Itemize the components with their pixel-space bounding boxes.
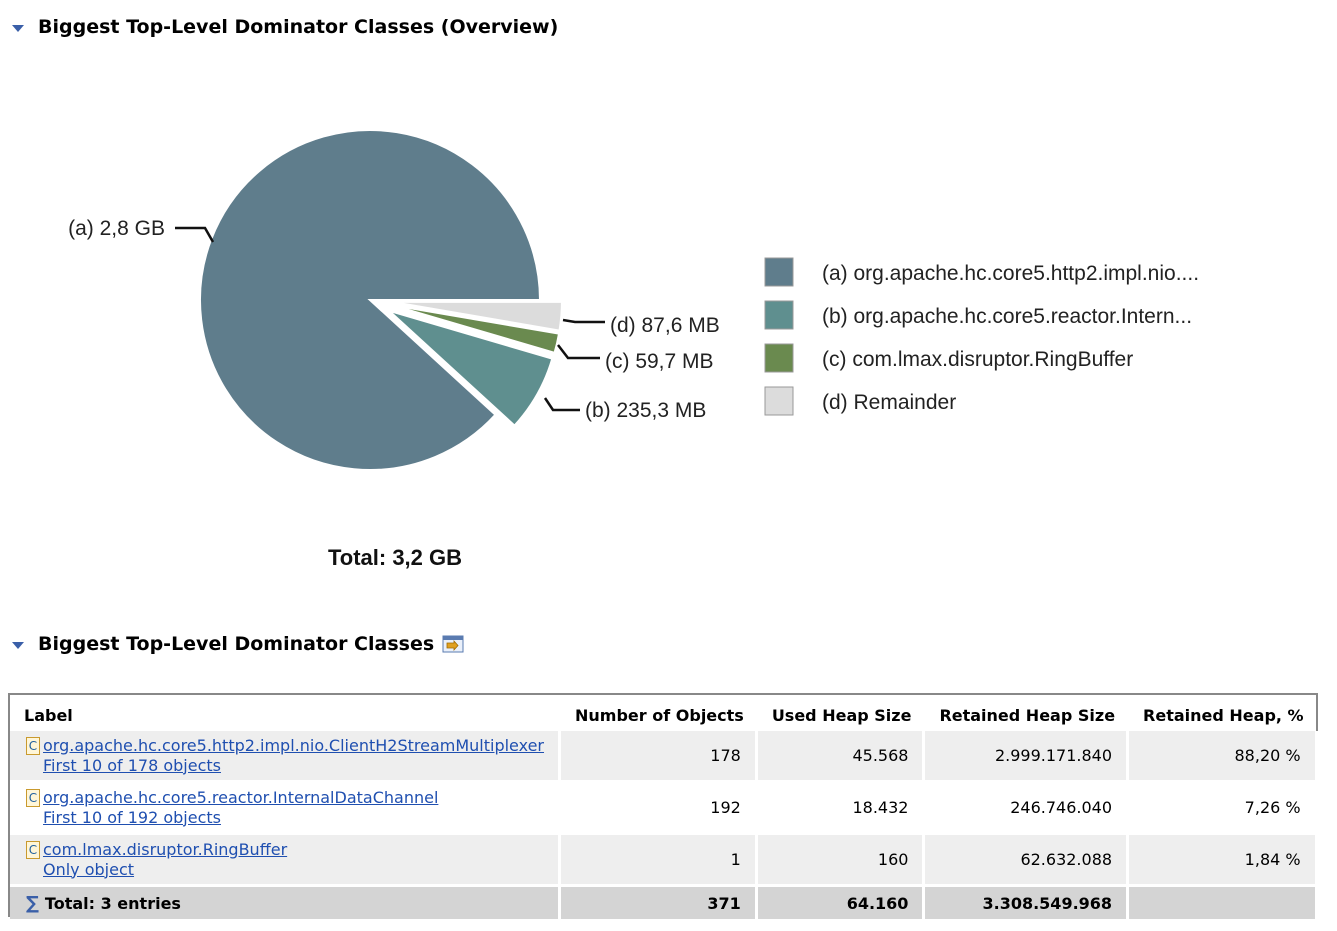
total-percent — [1129, 887, 1318, 922]
overview-section-header[interactable]: Biggest Top-Level Dominator Classes (Ove… — [12, 16, 558, 38]
retained-heap-cell: 246.746.040 — [925, 783, 1130, 835]
retained-percent-cell: 88,20 % — [1129, 731, 1318, 783]
objects-link[interactable]: Only object — [43, 859, 135, 879]
class-link[interactable]: org.apache.hc.core5.reactor.InternalData… — [43, 787, 439, 807]
row-label-cell: C com.lmax.disruptor.RingBuffer Only obj… — [10, 835, 562, 887]
class-link[interactable]: com.lmax.disruptor.RingBuffer — [43, 839, 288, 859]
used-heap-cell: 18.432 — [757, 783, 926, 835]
pie-slice — [199, 129, 542, 471]
sigma-icon: ∑ — [26, 892, 39, 914]
class-icon: C — [26, 788, 40, 807]
pie-value-label: (c) 59,7 MB — [605, 350, 714, 373]
total-retained-heap: 3.308.549.968 — [925, 887, 1130, 922]
legend-swatch — [764, 386, 794, 416]
pie-value-label: (a) 2,8 GB — [68, 217, 165, 240]
collapse-triangle-icon[interactable] — [12, 641, 24, 649]
col-used-heap[interactable]: Used Heap Size — [771, 705, 912, 725]
dominator-table: Label Number of Objects Used Heap Size R… — [8, 693, 1318, 922]
total-used-heap: 64.160 — [757, 887, 926, 922]
pie-slice — [391, 303, 561, 355]
pie-slice — [391, 300, 563, 332]
objects-link[interactable]: First 10 of 192 objects — [43, 807, 221, 827]
retained-percent-cell: 1,84 % — [1129, 835, 1318, 887]
col-retained-percent[interactable]: Retained Heap, % — [1143, 705, 1304, 725]
col-retained-heap[interactable]: Retained Heap Size — [939, 705, 1116, 725]
chart-total: Total: 3,2 GB — [328, 545, 462, 570]
pie-chart: (d) 87,6 MB (c) 59,7 MB (b) 235,3 MB (a) 2,… — [68, 129, 1199, 570]
pie-slice — [388, 309, 554, 428]
objects-cell: 178 — [561, 731, 758, 783]
row-label-cell: C org.apache.hc.core5.reactor.InternalDa… — [10, 783, 562, 835]
pie-slices — [199, 129, 563, 471]
legend-swatch — [764, 300, 794, 330]
row-label-cell: C org.apache.hc.core5.http2.impl.nio.Cli… — [10, 731, 562, 783]
legend-label: (b) org.apache.hc.core5.reactor.Intern..… — [822, 305, 1192, 328]
class-icon: C — [26, 736, 40, 755]
objects-cell: 1 — [561, 835, 758, 887]
col-number-of-objects[interactable]: Number of Objects — [575, 705, 744, 725]
total-row: ∑ Total: 3 entries 371 64.160 3.308.549.9… — [10, 887, 1318, 922]
retained-heap-cell: 2.999.171.840 — [925, 731, 1130, 783]
retained-percent-cell: 7,26 % — [1129, 783, 1318, 835]
legend-swatch — [764, 257, 794, 287]
pie-leader-lines — [175, 226, 605, 412]
col-label[interactable]: Label — [24, 705, 73, 725]
table-row[interactable]: C org.apache.hc.core5.http2.impl.nio.Cli… — [10, 731, 1318, 783]
pie-leader-line — [557, 344, 600, 360]
total-objects: 371 — [561, 887, 758, 922]
pie-leader-line — [543, 397, 580, 412]
used-heap-cell: 160 — [757, 835, 926, 887]
total-label-cell: ∑ Total: 3 entries — [10, 887, 562, 922]
export-icon[interactable] — [442, 635, 464, 653]
used-heap-cell: 45.568 — [757, 731, 926, 783]
overview-title: Biggest Top-Level Dominator Classes (Ove… — [38, 16, 559, 38]
class-link[interactable]: org.apache.hc.core5.http2.impl.nio.Clien… — [43, 735, 545, 755]
pie-leader-line — [175, 226, 215, 243]
class-icon: C — [26, 840, 40, 859]
total-label: Total: 3 entries — [44, 893, 181, 913]
legend-swatch — [764, 343, 794, 373]
table-section-header[interactable]: Biggest Top-Level Dominator Classes — [12, 633, 464, 655]
pie-leader-line — [562, 318, 605, 324]
table-section-title: Biggest Top-Level Dominator Classes — [38, 633, 435, 655]
pie-value-labels: (d) 87,6 MB (c) 59,7 MB (b) 235,3 MB (a) 2,… — [68, 217, 720, 422]
legend-label: (c) com.lmax.disruptor.RingBuffer — [822, 348, 1133, 371]
pie-value-label: (d) 87,6 MB — [610, 314, 720, 337]
table-row[interactable]: C org.apache.hc.core5.reactor.InternalDa… — [10, 783, 1318, 835]
retained-heap-cell: 62.632.088 — [925, 835, 1130, 887]
chart-legend: (a) org.apache.hc.core5.http2.impl.nio..… — [764, 257, 1199, 416]
legend-label: (d) Remainder — [822, 391, 956, 414]
table-header-row: Label Number of Objects Used Heap Size R… — [10, 695, 1318, 731]
collapse-triangle-icon[interactable] — [12, 24, 24, 32]
objects-cell: 192 — [561, 783, 758, 835]
legend-label: (a) org.apache.hc.core5.http2.impl.nio..… — [822, 262, 1199, 285]
objects-link[interactable]: First 10 of 178 objects — [43, 755, 221, 775]
table-row[interactable]: C com.lmax.disruptor.RingBuffer Only obj… — [10, 835, 1318, 887]
pie-value-label: (b) 235,3 MB — [585, 399, 706, 422]
